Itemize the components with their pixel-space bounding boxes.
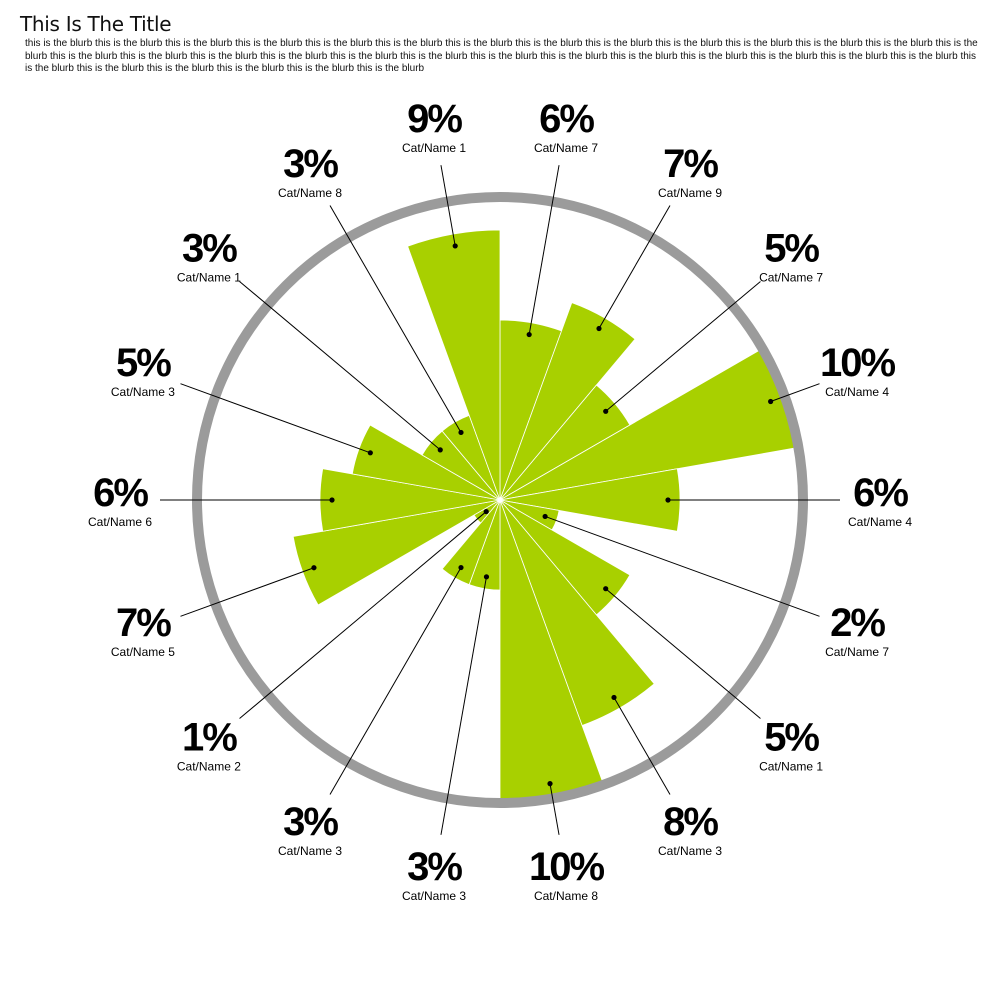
slice-label-7: 5%Cat/Name 1 — [759, 715, 823, 773]
leader-dot-5 — [665, 497, 671, 503]
leader-dot-6 — [542, 513, 548, 520]
percent-label-8: 8% — [663, 800, 718, 844]
category-label-9: Cat/Name 8 — [534, 889, 598, 903]
category-label-11: Cat/Name 3 — [278, 844, 342, 858]
leader-dot-15 — [367, 450, 373, 456]
leader-dot-14 — [329, 497, 335, 503]
leader-line-18 — [440, 165, 456, 247]
category-label-10: Cat/Name 3 — [402, 889, 466, 903]
leader-dot-18 — [452, 243, 458, 249]
percent-label-7: 5% — [764, 715, 819, 759]
percent-label-4: 10% — [820, 341, 895, 385]
leader-line-11 — [329, 567, 462, 795]
slice-label-2: 7%Cat/Name 9 — [658, 142, 722, 200]
leader-line-12 — [239, 511, 487, 719]
percent-label-5: 6% — [853, 471, 908, 515]
leader-dot-10 — [483, 574, 490, 580]
leader-line-10 — [440, 576, 487, 835]
slice-label-3: 5%Cat/Name 7 — [759, 227, 823, 285]
leader-line-1 — [528, 165, 560, 335]
leader-dot-13 — [311, 565, 317, 571]
slice-label-18: 9%Cat/Name 1 — [402, 97, 466, 155]
percent-label-10: 3% — [407, 845, 462, 889]
category-label-14: Cat/Name 6 — [88, 515, 152, 529]
leader-line-2 — [598, 205, 671, 329]
leaders-layer — [160, 165, 840, 835]
percent-label-2: 7% — [663, 142, 718, 186]
slice-label-4: 10%Cat/Name 4 — [820, 341, 897, 399]
category-label-8: Cat/Name 3 — [658, 844, 722, 858]
category-label-16: Cat/Name 1 — [177, 271, 241, 285]
chart-blurb: this is the blurb this is the blurb this… — [25, 38, 978, 74]
leader-dot-12 — [483, 508, 489, 515]
percent-label-16: 3% — [182, 227, 237, 271]
leader-dot-1 — [526, 331, 532, 338]
leader-dot-17 — [458, 429, 464, 436]
slice-label-9: 10%Cat/Name 8 — [529, 845, 606, 903]
leader-dot-7 — [603, 586, 609, 592]
percent-label-9: 10% — [529, 845, 604, 889]
leader-line-4 — [770, 383, 820, 402]
percent-label-14: 6% — [93, 471, 148, 515]
percent-label-15: 5% — [116, 341, 171, 385]
leader-dot-11 — [458, 564, 464, 571]
percent-label-12: 1% — [182, 715, 237, 759]
leader-dot-4 — [768, 398, 774, 405]
leader-dot-16 — [437, 447, 443, 453]
slice-label-17: 3%Cat/Name 8 — [278, 142, 342, 200]
slice-label-11: 3%Cat/Name 3 — [278, 800, 342, 858]
leader-line-7 — [605, 588, 761, 719]
slice-label-10: 3%Cat/Name 3 — [402, 845, 466, 903]
leader-dot-2 — [596, 325, 602, 332]
percent-label-18: 9% — [407, 97, 462, 141]
category-label-7: Cat/Name 1 — [759, 759, 823, 773]
percent-label-6: 2% — [830, 601, 885, 645]
slice-label-6: 2%Cat/Name 7 — [825, 601, 889, 659]
percent-label-3: 5% — [764, 227, 819, 271]
category-label-15: Cat/Name 3 — [111, 385, 175, 399]
leader-line-15 — [180, 383, 371, 454]
leader-line-9 — [549, 783, 560, 835]
chart-title: This Is The Title — [20, 12, 172, 36]
labels-layer: 6%Cat/Name 7 7%Cat/Name 95%Cat/Name 710%C… — [88, 97, 912, 903]
leader-dot-9 — [547, 781, 553, 787]
category-label-5: Cat/Name 4 — [848, 515, 912, 529]
percent-label-1: 6% — [539, 97, 594, 141]
leader-dot-3 — [603, 408, 609, 414]
slice-label-16: 3%Cat/Name 1 — [177, 227, 241, 285]
slice-label-1: 6%Cat/Name 7 — [534, 97, 598, 155]
slice-label-14: 6%Cat/Name 6 — [88, 471, 152, 529]
percent-label-13: 7% — [116, 601, 171, 645]
category-label-6: Cat/Name 7 — [825, 645, 889, 659]
leader-line-8 — [613, 697, 671, 795]
category-label-3: Cat/Name 7 — [759, 271, 823, 285]
slice-label-13: 7%Cat/Name 5 — [111, 601, 175, 659]
category-label-1: Cat/Name 7 — [534, 141, 598, 155]
leader-line-16 — [239, 281, 441, 451]
category-label-4: Cat/Name 4 — [825, 385, 889, 399]
category-label-17: Cat/Name 8 — [278, 186, 342, 200]
leader-line-13 — [180, 567, 315, 617]
slice-label-5: 6%Cat/Name 4 — [848, 471, 912, 529]
leader-dot-8 — [611, 694, 617, 701]
leader-line-3 — [605, 281, 761, 412]
slice-label-8: 8%Cat/Name 3 — [658, 800, 722, 858]
percent-label-17: 3% — [283, 142, 338, 186]
category-label-12: Cat/Name 2 — [177, 759, 241, 773]
slice-label-12: 1%Cat/Name 2 — [177, 715, 241, 773]
slice-label-15: 5%Cat/Name 3 — [111, 341, 175, 399]
category-label-13: Cat/Name 5 — [111, 645, 175, 659]
category-label-18: Cat/Name 1 — [402, 141, 466, 155]
percent-label-11: 3% — [283, 800, 338, 844]
bars-layer — [292, 229, 796, 801]
category-label-2: Cat/Name 9 — [658, 186, 722, 200]
leader-line-17 — [329, 205, 462, 433]
leader-line-6 — [544, 515, 820, 617]
